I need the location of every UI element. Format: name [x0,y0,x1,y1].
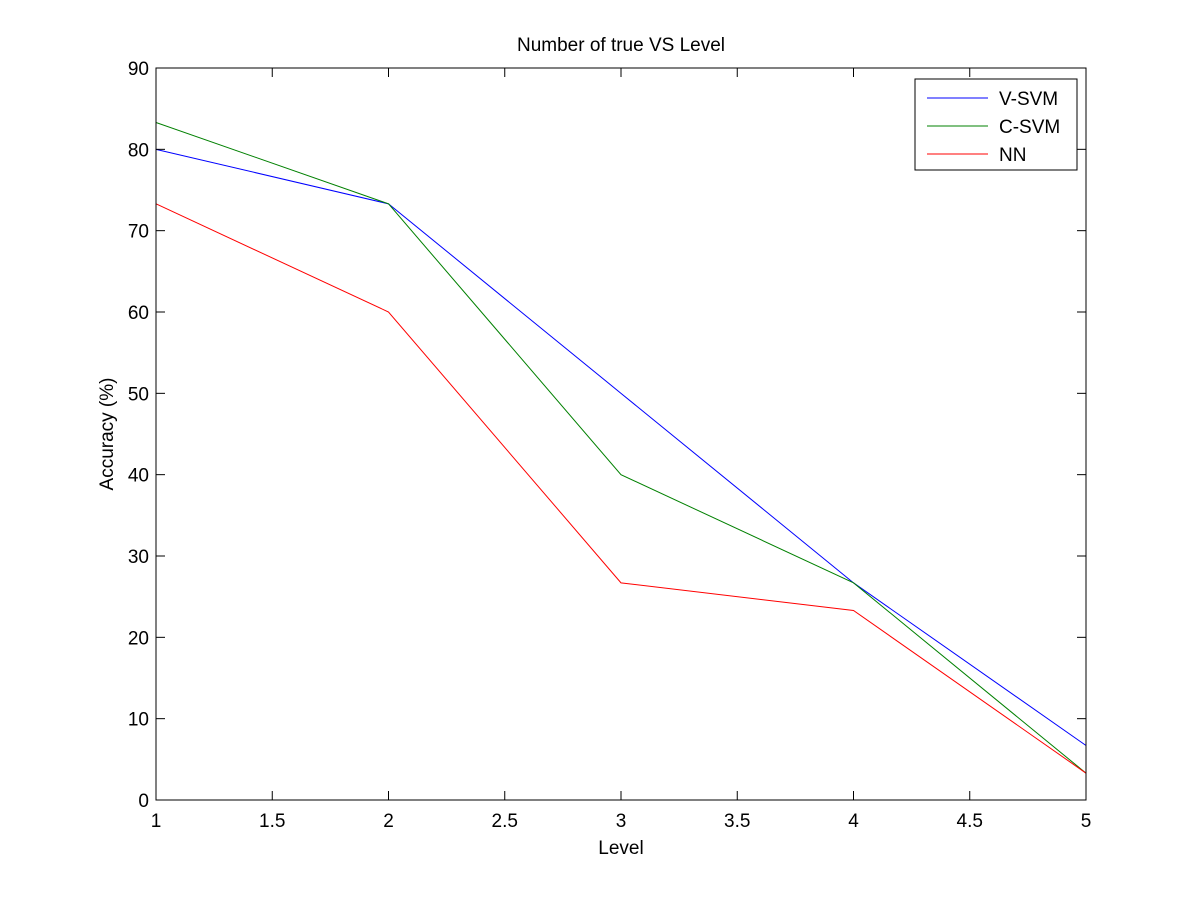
y-axis-label: Accuracy (%) [97,378,118,491]
legend-label: NN [999,145,1026,166]
x-tick-label: 4.5 [957,811,983,832]
x-tick-label: 1.5 [259,811,285,832]
series-line-c-svm [155,122,1087,774]
y-tick-label: 30 [128,547,149,568]
y-axis-ticks: 0 10 20 30 40 50 60 70 80 90 [128,59,1086,812]
x-axis-ticks: 1 1.5 2 2.5 3 3.5 4 4.5 5 [151,68,1092,832]
legend-items: V-SVM C-SVM NN [927,89,1060,166]
y-tick-label: 40 [128,466,149,487]
x-tick-label: 2.5 [492,811,518,832]
x-tick-label: 1 [151,811,162,832]
series-layer [155,122,1087,774]
x-tick-label: 2 [383,811,394,832]
y-tick-label: 90 [128,59,149,80]
y-tick-label: 20 [128,628,149,649]
legend-label: V-SVM [999,89,1058,110]
y-tick-label: 10 [128,710,149,731]
legend-box [914,78,1078,171]
x-tick-label: 3.5 [724,811,750,832]
x-tick-label: 5 [1081,811,1092,832]
y-tick-label: 0 [138,791,149,812]
legend: V-SVM C-SVM NN [914,78,1078,171]
x-axis-label: Level [598,838,643,859]
y-tick-label: 50 [128,384,149,405]
x-tick-label: 4 [848,811,859,832]
legend-label: C-SVM [999,117,1060,138]
plot-area [156,68,1086,800]
series-line-nn [155,203,1087,774]
x-tick-label: 3 [616,811,627,832]
series-line-v-svm [155,148,1087,746]
y-tick-label: 60 [128,303,149,324]
y-tick-label: 80 [128,140,149,161]
chart-title: Number of true VS Level [517,35,725,56]
y-tick-label: 70 [128,222,149,243]
